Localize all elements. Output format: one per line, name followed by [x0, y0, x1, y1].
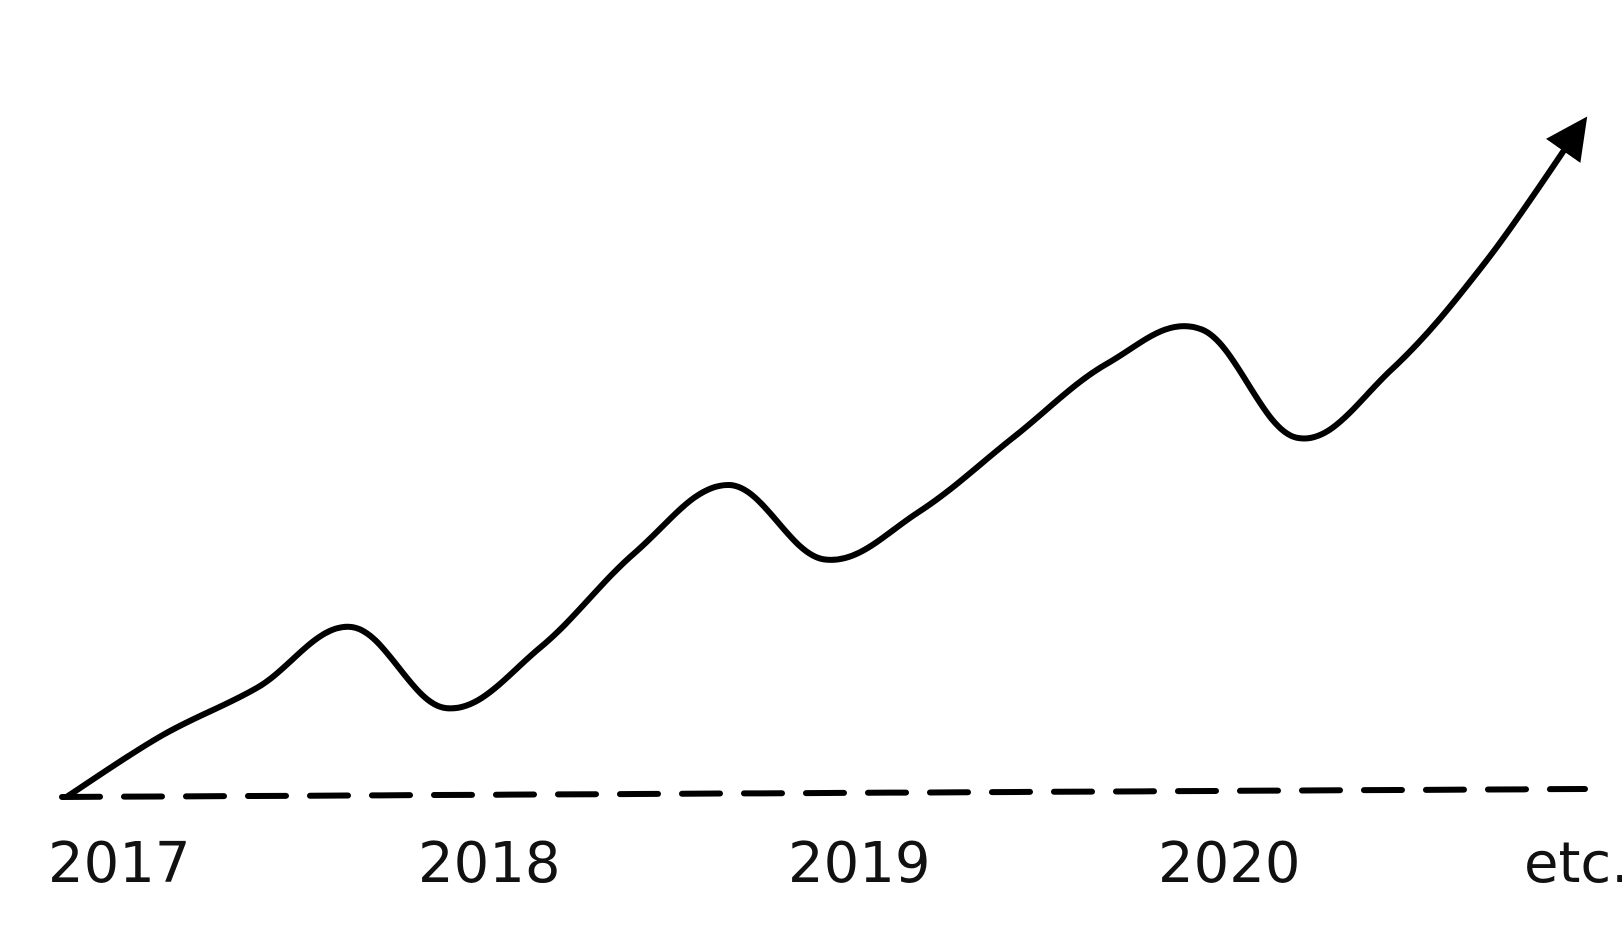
- x-tick-label: 2019: [788, 831, 931, 896]
- x-tick-label: 2017: [48, 831, 191, 896]
- x-tick-label: 2018: [418, 831, 561, 896]
- trend-line: [65, 116, 1588, 799]
- dashed-baseline: [59, 786, 1588, 800]
- x-tick-label: 2020: [1158, 831, 1301, 896]
- x-tick-label: etc.: [1524, 831, 1622, 896]
